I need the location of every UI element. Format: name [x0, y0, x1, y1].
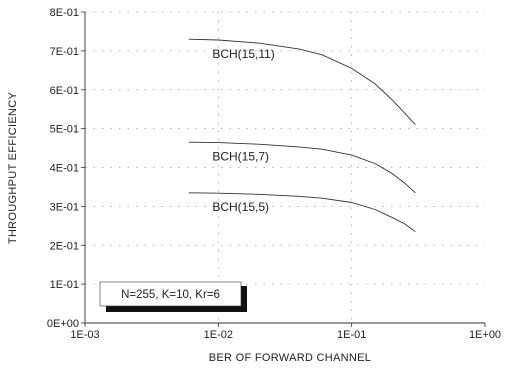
series-labels: BCH(15,11) BCH(15,7) BCH(15,5) — [212, 47, 274, 214]
series-lines — [188, 38, 416, 232]
y-axis-title: THROUGHPUT EFFICIENCY — [7, 92, 19, 245]
y-tick-label: 1E-01 — [50, 279, 79, 291]
series-line — [188, 141, 416, 194]
x-tick-label: 1E-01 — [337, 329, 366, 341]
tick-labels: 0E+00 1E-01 2E-01 3E-01 4E-01 5E-01 6E-01 7E-01… — [47, 7, 501, 341]
y-tick-label: 5E-01 — [50, 124, 79, 136]
annotation-shadow-right — [241, 286, 247, 312]
x-tick-label: 1E-03 — [70, 329, 99, 341]
y-tick-label: 4E-01 — [50, 163, 79, 175]
y-tick-label: 3E-01 — [50, 201, 79, 213]
y-tick-label: 8E-01 — [50, 7, 79, 19]
series-label: BCH(15,11) — [212, 47, 274, 61]
annotation-shadow-bottom — [106, 306, 247, 312]
y-tick-label: 0E+00 — [47, 318, 79, 330]
annotation-box — [99, 281, 242, 307]
series-label: BCH(15,7) — [212, 150, 269, 164]
y-tick-label: 2E-01 — [50, 240, 79, 252]
series-label: BCH(15,5) — [212, 200, 269, 214]
grid — [85, 11, 485, 323]
y-tick-label: 6E-01 — [50, 85, 79, 97]
parameter-annotation: N=255, K=10, Kr=6 — [99, 281, 247, 312]
annotation-text: N=255, K=10, Kr=6 — [121, 289, 220, 301]
x-tick-label: 1E-02 — [204, 329, 233, 341]
axes — [81, 11, 486, 327]
series-line — [188, 38, 416, 126]
series-line — [188, 192, 416, 232]
y-tick-label: 7E-01 — [50, 46, 79, 58]
x-axis-title: BER OF FORWARD CHANNEL — [209, 352, 371, 364]
x-tick-label: 1E+00 — [469, 329, 501, 341]
